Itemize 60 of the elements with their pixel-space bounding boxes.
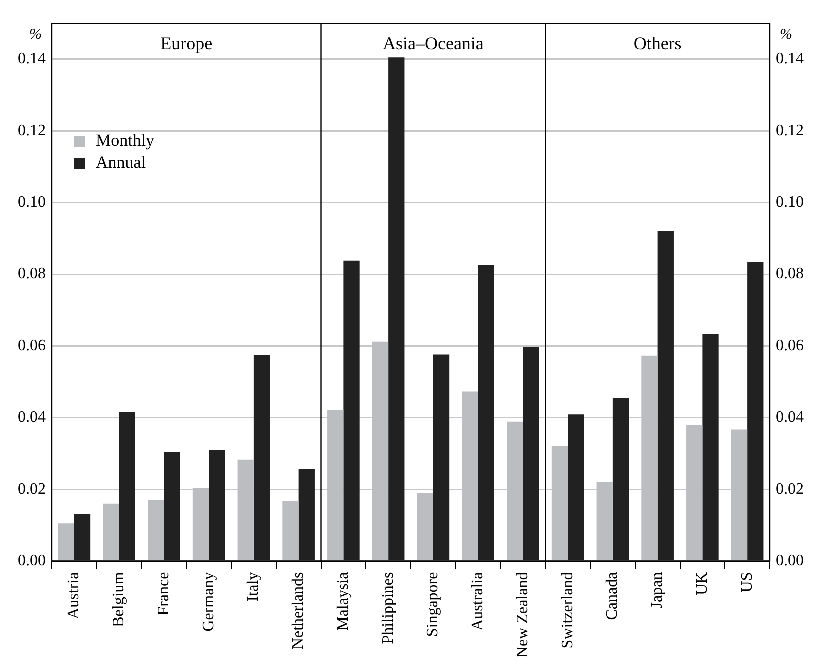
bar <box>298 470 315 561</box>
bar <box>702 334 719 561</box>
bar <box>103 504 120 561</box>
y2-tick-label: 0.04 <box>776 409 804 426</box>
bar <box>523 347 540 561</box>
bar <box>388 58 405 561</box>
bar <box>433 354 450 561</box>
y-tick-label: 0.14 <box>18 50 46 68</box>
x-tick-label: Philippines <box>380 572 397 644</box>
bar <box>148 500 164 561</box>
bar <box>119 412 136 561</box>
annotation: Others <box>634 33 682 54</box>
y-tick-label: 0.00 <box>18 552 46 570</box>
x-tick-label: France <box>155 572 172 616</box>
x-tick-label: Italy <box>245 572 262 602</box>
x-tick-label: UK <box>694 572 711 596</box>
y-tick-label: 0.02 <box>18 480 46 498</box>
bar <box>478 265 494 561</box>
bar <box>164 452 180 561</box>
x-tick-label: Japan <box>649 572 666 609</box>
bar <box>344 260 360 561</box>
y-tick-label: 0.10 <box>18 194 46 212</box>
y2-tick-label: 0.10 <box>776 194 804 212</box>
x-tick-label: Canada <box>604 572 622 620</box>
x-tick-label: Belgium <box>110 572 128 628</box>
annotation: Asia–Oceania <box>382 33 484 54</box>
bar <box>612 398 630 561</box>
y2-tick-label: 0.00 <box>776 552 804 570</box>
x-tick-label: Austria <box>66 572 83 620</box>
y-tick-label: 0.12 <box>18 122 46 140</box>
bar <box>282 501 299 561</box>
x-tick-label: US <box>738 572 756 593</box>
bar <box>254 356 270 561</box>
x-tick-label: Singapore <box>424 572 442 638</box>
x-tick-label: New Zealand <box>514 572 532 658</box>
bar <box>209 450 226 561</box>
bar <box>417 494 434 561</box>
y2-tick-label: 0.12 <box>776 122 804 140</box>
annotation: Europe <box>160 33 213 54</box>
y2-tick-label: 0.06 <box>776 337 804 354</box>
bar <box>568 414 584 561</box>
x-tick-label: Switzerland <box>559 572 576 649</box>
y-tick-label: 0.06 <box>18 337 46 354</box>
y2-tick-label: 0.08 <box>776 266 804 283</box>
x-tick-label: Malaysia <box>334 572 352 631</box>
legend-label: Monthly <box>96 131 156 150</box>
y-tick-label: 0.08 <box>18 266 46 283</box>
x-tick-label: Germany <box>200 572 218 632</box>
y2-tick-label: 0.02 <box>776 480 804 498</box>
y2-tick-label: 0.14 <box>776 50 804 68</box>
bar <box>748 262 764 561</box>
bar <box>58 524 74 561</box>
y-tick-label: 0.04 <box>18 409 46 426</box>
y2-axis-title: % <box>780 27 792 44</box>
legend-label: Annual <box>96 153 146 172</box>
bar <box>658 232 674 561</box>
bar <box>74 514 91 561</box>
x-tick-label: Australia <box>470 572 487 631</box>
y-axis-title: % <box>30 27 42 44</box>
x-tick-label: Netherlands <box>290 572 308 650</box>
